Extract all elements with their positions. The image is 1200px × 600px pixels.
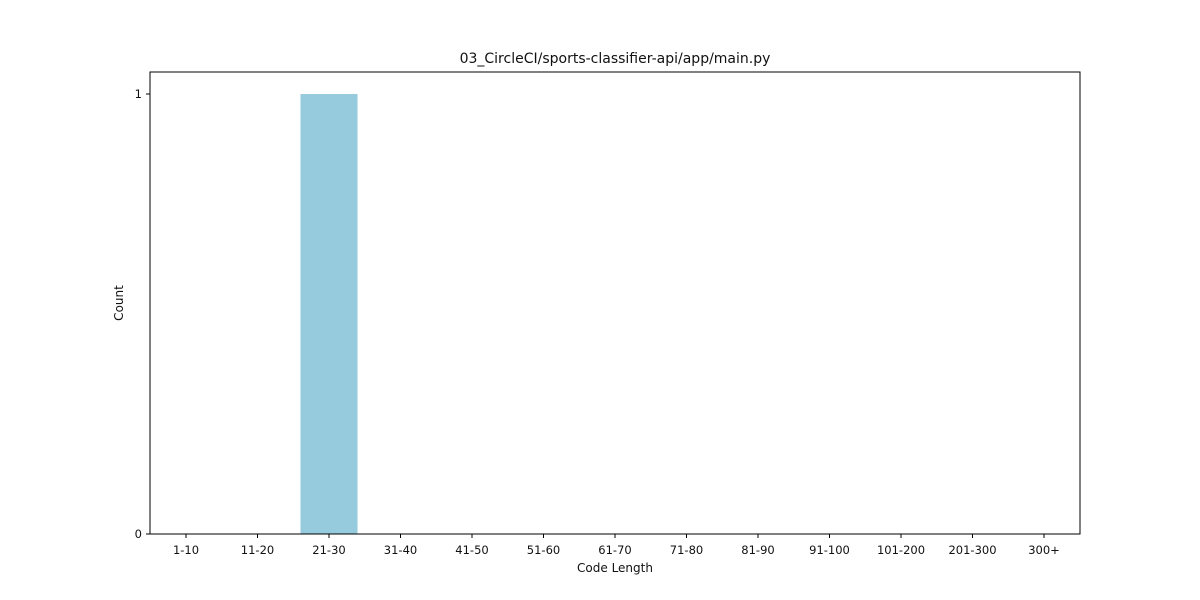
x-tick-label: 31-40	[384, 543, 417, 557]
y-tick-label: 1	[135, 87, 142, 101]
x-tick-label: 71-80	[670, 543, 703, 557]
plot-frame	[149, 71, 1081, 535]
chart-title: 03_CircleCI/sports-classifier-api/app/ma…	[460, 51, 771, 67]
y-axis-label: Count	[112, 285, 126, 321]
x-tick-label: 11-20	[241, 543, 274, 557]
x-tick-label: 81-90	[741, 543, 774, 557]
x-tick-label: 41-50	[455, 543, 488, 557]
y-axis-ticks: 01	[135, 87, 150, 541]
x-tick-label: 61-70	[598, 543, 631, 557]
bars-group	[300, 94, 358, 534]
x-tick-label: 300+	[1028, 543, 1060, 557]
x-tick-label: 1-10	[173, 543, 199, 557]
x-tick-label: 21-30	[312, 543, 345, 557]
x-tick-label: 201-300	[948, 543, 996, 557]
x-axis-ticks: 1-10 11-20 21-30 31-40 41-50 51-60 61-70 71-80 8…	[173, 534, 1060, 557]
x-axis-label: Code Length	[577, 561, 653, 575]
x-tick-label: 51-60	[527, 543, 560, 557]
x-tick-label: 91-100	[809, 543, 850, 557]
x-tick-label: 101-200	[877, 543, 925, 557]
bar-21-30	[300, 94, 358, 534]
y-tick-label: 0	[135, 527, 142, 541]
